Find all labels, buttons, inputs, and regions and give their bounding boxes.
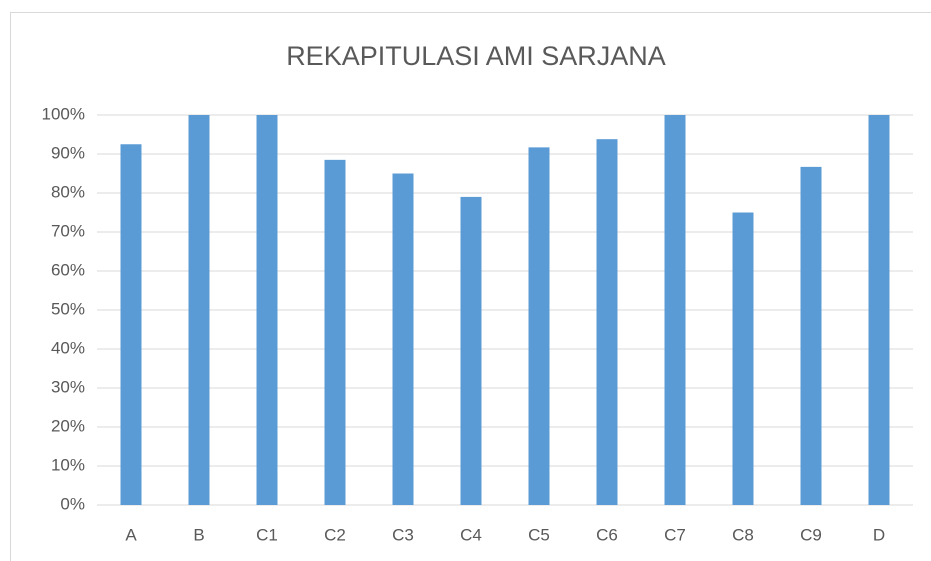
bar: [596, 139, 618, 505]
x-tick-label: C7: [664, 525, 686, 544]
x-tick-label: C3: [392, 525, 414, 544]
x-tick-label: D: [873, 525, 885, 544]
y-tick-label: 60%: [51, 260, 85, 279]
bar: [528, 147, 550, 505]
bar: [800, 166, 822, 505]
bar: [460, 196, 482, 505]
x-tick-label: C2: [324, 525, 346, 544]
x-tick-label: C4: [460, 525, 482, 544]
x-tick-label: A: [125, 525, 137, 544]
bar: [324, 159, 346, 505]
y-tick-label: 90%: [51, 143, 85, 162]
bar: [664, 115, 686, 505]
bar: [392, 173, 414, 505]
y-tick-label: 70%: [51, 221, 85, 240]
bar: [868, 115, 890, 505]
x-tick-label: B: [193, 525, 204, 544]
y-tick-label: 10%: [51, 455, 85, 474]
chart-title: REKAPITULASI AMI SARJANA: [286, 41, 666, 71]
x-tick-label: C5: [528, 525, 550, 544]
y-tick-label: 50%: [51, 299, 85, 318]
x-tick-label: C6: [596, 525, 618, 544]
bar: [256, 115, 278, 505]
bar: [732, 212, 754, 505]
chart-border: [10, 12, 931, 561]
y-tick-label: 20%: [51, 416, 85, 435]
y-tick-label: 80%: [51, 182, 85, 201]
x-tick-label: C8: [732, 525, 754, 544]
y-tick-label: 40%: [51, 338, 85, 357]
bar: [120, 144, 142, 505]
bar: [188, 115, 210, 505]
x-tick-label: C1: [256, 525, 278, 544]
y-tick-label: 30%: [51, 377, 85, 396]
y-tick-label: 0%: [60, 494, 85, 513]
y-tick-label: 100%: [42, 104, 85, 123]
x-tick-label: C9: [800, 525, 822, 544]
